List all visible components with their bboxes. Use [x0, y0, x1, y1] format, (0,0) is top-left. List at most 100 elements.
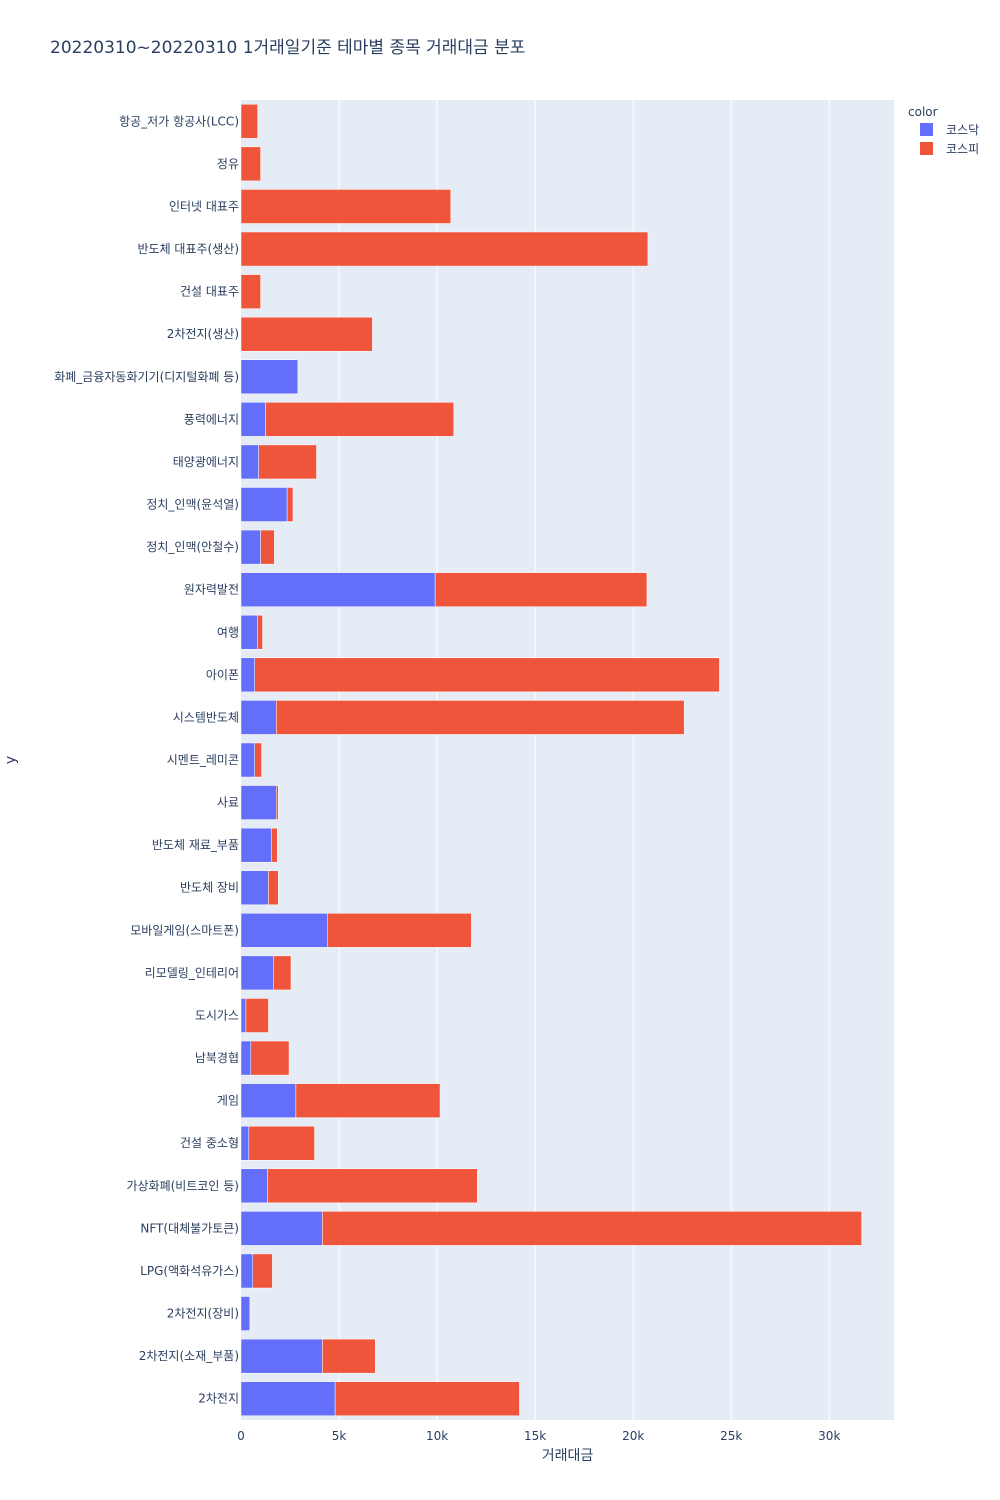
bar-kosdaq — [240, 1040, 252, 1076]
bar-kospi — [268, 870, 279, 906]
y-tick-label: LPG(액화석유가스) — [140, 1264, 239, 1278]
x-tick-label: 5k — [332, 1429, 347, 1443]
bar-kospi — [252, 1253, 273, 1289]
bar-kosdaq — [240, 657, 255, 693]
bar-kospi — [260, 529, 275, 565]
y-tick-label: 정치_인맥(안철수) — [146, 540, 239, 554]
y-tick-label: 정유 — [217, 157, 239, 171]
bar-kosdaq — [240, 529, 261, 565]
bar-kosdaq — [240, 913, 328, 948]
x-tick-label: 0 — [237, 1429, 245, 1443]
bar-kosdaq — [240, 359, 299, 395]
y-tick-label: 리모델링_인테리어 — [145, 966, 239, 980]
y-tick-label: 항공_저가 항공사(LCC) — [119, 114, 239, 128]
legend-swatch — [920, 142, 933, 155]
bar-kospi — [334, 1381, 520, 1416]
y-tick-label: 화폐_금융자동화기기(디지털화폐 등) — [54, 370, 239, 384]
y-axis: 2차전지 2차전지(소재_부품) 2차전지(장비) LPG(액화석유가스) NFT(대체… — [54, 114, 239, 1405]
y-tick-label: 반도체 재료_부품 — [152, 838, 239, 852]
x-tick-label: 15k — [524, 1429, 546, 1443]
y-tick-label: 2차전지(생산) — [167, 327, 239, 341]
bar-kospi — [273, 955, 292, 991]
bar-kosdaq — [240, 1125, 250, 1161]
bar-kospi — [322, 1211, 862, 1246]
bar-kospi — [254, 657, 720, 693]
x-tick-label: 20k — [622, 1429, 644, 1443]
bar-kosdaq — [240, 998, 247, 1033]
bar-kosdaq — [240, 700, 277, 735]
bar-kosdaq — [240, 1168, 268, 1204]
bar-kospi — [240, 231, 649, 267]
y-tick-label: 태양광에너지 — [173, 455, 239, 469]
y-tick-label: 2차전지(장비) — [167, 1307, 239, 1321]
bar-kosdaq — [240, 955, 274, 991]
bar-kospi — [240, 316, 373, 352]
bar-kosdaq — [240, 1296, 251, 1331]
bars — [240, 104, 862, 1416]
y-tick-label: 여행 — [217, 624, 239, 639]
y-tick-label: 게임 — [217, 1094, 239, 1108]
legend-item-label: 코스피 — [946, 142, 979, 156]
bar-kospi — [434, 572, 648, 607]
bar-kospi — [322, 1338, 376, 1374]
x-tick-label: 10k — [426, 1429, 448, 1443]
bar-kospi — [240, 146, 261, 182]
y-tick-label: 정치_인맥(윤석열) — [146, 498, 239, 512]
bar-kosdaq — [240, 614, 258, 650]
y-tick-label: 건설 중소형 — [180, 1136, 239, 1150]
bar-kospi — [295, 1083, 441, 1118]
y-tick-label: 모바일게임(스마트폰) — [130, 923, 239, 937]
y-tick-label: 건설 대표주 — [180, 285, 239, 299]
bar-kosdaq — [240, 1083, 297, 1118]
x-tick-label: 25k — [720, 1429, 742, 1443]
bar-kosdaq — [240, 785, 277, 820]
bar-kosdaq — [240, 1253, 254, 1289]
y-tick-label: 인터넷 대표주 — [169, 199, 239, 213]
bar-kospi — [327, 913, 472, 948]
x-axis-title: 거래대금 — [542, 1448, 594, 1464]
bar-kospi — [265, 402, 455, 437]
bar-kosdaq — [240, 487, 288, 522]
y-tick-label: 반도체 대표주(생산) — [138, 242, 240, 256]
bar-kosdaq — [240, 402, 266, 437]
bar-kosdaq — [240, 572, 436, 607]
legend-swatch — [920, 123, 933, 136]
bar-kospi — [276, 700, 685, 735]
bar-kospi — [276, 785, 279, 820]
chart-title: 20220310~20220310 1거래일기준 테마별 종목 거래대금 분포 — [50, 38, 526, 58]
y-tick-label: 가상화폐(비트코인 등) — [126, 1179, 239, 1193]
bar-kosdaq — [240, 1211, 323, 1246]
x-tick-label: 30k — [818, 1429, 840, 1443]
legend-title: color — [908, 105, 938, 119]
y-tick-label: 도시가스 — [195, 1008, 239, 1022]
y-tick-label: 반도체 장비 — [180, 881, 239, 895]
bar-kosdaq — [240, 742, 255, 778]
bar-kosdaq — [240, 827, 272, 863]
bar-kospi — [258, 444, 317, 480]
y-tick-label: 2차전지(소재_부품) — [139, 1349, 239, 1363]
bar-kospi — [245, 998, 269, 1033]
y-tick-label: 사료 — [217, 796, 239, 810]
bar-kospi — [240, 104, 258, 139]
bar-kospi — [286, 487, 294, 522]
bar-kospi — [254, 742, 262, 778]
y-tick-label: 아이폰 — [206, 668, 239, 682]
y-axis-title: y — [3, 756, 19, 764]
bar-kosdaq — [240, 1338, 323, 1374]
bar-kospi — [250, 1040, 290, 1076]
bar-kosdaq — [240, 870, 269, 906]
bar-kospi — [248, 1125, 315, 1161]
bar-kospi — [267, 1168, 478, 1204]
y-tick-label: 풍력에너지 — [184, 412, 239, 426]
y-tick-label: 시멘트_레미콘 — [167, 753, 239, 767]
y-tick-label: 2차전지 — [198, 1392, 239, 1406]
bar-kosdaq — [240, 444, 259, 480]
bar-kospi — [240, 189, 452, 224]
bar-kospi — [271, 827, 278, 863]
y-tick-label: 남북경협 — [195, 1051, 239, 1065]
bar-kosdaq — [240, 1381, 336, 1416]
bar-kospi — [257, 614, 263, 650]
legend-item-label: 코스닥 — [946, 123, 979, 137]
